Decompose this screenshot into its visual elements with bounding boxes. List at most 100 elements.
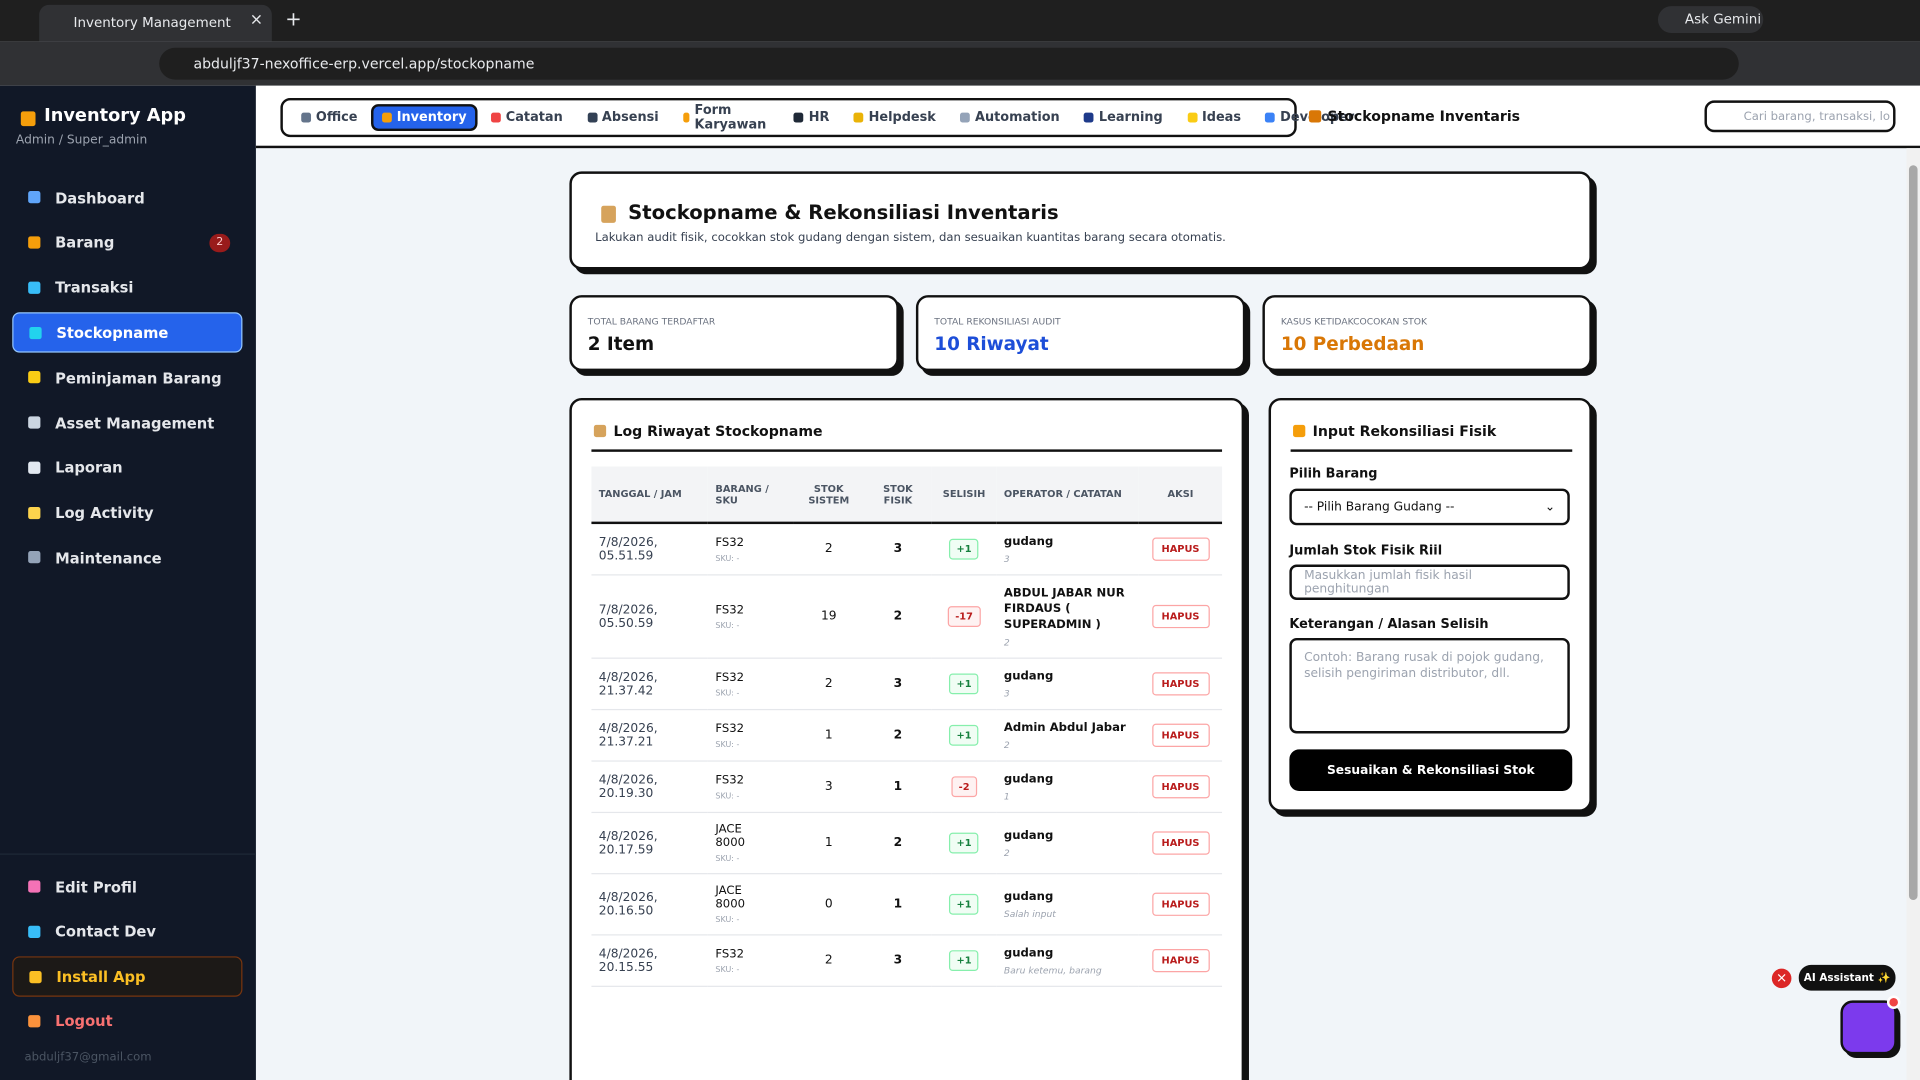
tab-label: Form Karyawan xyxy=(694,102,767,133)
nav-icon xyxy=(28,506,41,519)
scroll-thumb[interactable] xyxy=(1908,165,1918,901)
bottom-item[interactable]: Logout xyxy=(12,1001,242,1041)
module-tab[interactable]: HR xyxy=(783,104,840,131)
nav-item[interactable]: Transaksi xyxy=(12,268,242,308)
selisih: +1 xyxy=(949,950,979,972)
tanggal: 4/8/2026, 20.17.59 xyxy=(591,812,709,875)
nav-item[interactable]: Log Activity xyxy=(12,493,242,533)
operator: gudang xyxy=(1003,946,1054,961)
operator: gudang xyxy=(1003,828,1054,843)
module-tab[interactable]: Automation xyxy=(949,104,1070,131)
module-tab[interactable]: Ideas xyxy=(1176,104,1252,131)
barang-select[interactable]: -- Pilih Barang Gudang -- ⌄ xyxy=(1289,488,1570,526)
address-bar[interactable]: abduljf37-nexoffice-erp.vercel.app/stock… xyxy=(159,47,1739,80)
catatan: 2 xyxy=(1003,739,1010,751)
selisih: +1 xyxy=(949,724,979,746)
module-tab[interactable]: Catatan xyxy=(480,104,574,131)
module-tab[interactable]: Inventory xyxy=(371,104,478,132)
nav-icon xyxy=(28,416,41,429)
keterangan-input[interactable]: Contoh: Barang rusak di pojok gudang, se… xyxy=(1289,637,1570,734)
operator-cell: Admin Abdul Jabar 2 xyxy=(996,709,1139,762)
operator-cell: ABDUL JABAR NUR FIRDAUS ( SUPERADMIN ) 2 xyxy=(996,574,1139,659)
tanggal: 4/8/2026, 20.15.55 xyxy=(591,934,709,987)
gemini-button[interactable]: Ask Gemini xyxy=(1657,6,1764,34)
stok-sistem: 2 xyxy=(793,934,865,987)
module-tab[interactable]: Absensi xyxy=(576,104,669,131)
stok-fisik: 1 xyxy=(864,873,932,936)
module-tab[interactable]: Helpdesk xyxy=(843,104,947,131)
selisih: +1 xyxy=(949,538,979,560)
header-icon xyxy=(601,205,616,223)
barang: FS32 xyxy=(715,603,745,617)
hapus-button[interactable]: HAPUS xyxy=(1151,892,1210,916)
header-row: TANGGAL / JAM BARANG / SKU STOK SISTEM STOK… xyxy=(591,466,1223,525)
new-tab[interactable]: + xyxy=(285,7,302,31)
module-tab[interactable]: Form Karyawan xyxy=(672,97,780,139)
log-row: 7/8/2026, 05.50.59 FS32 SKU: -19 2 -17 ABDUL … xyxy=(591,574,1223,659)
barang: JACE 8000 xyxy=(715,884,746,912)
hapus-button[interactable]: HAPUS xyxy=(1151,723,1210,747)
nav-item[interactable]: Dashboard xyxy=(12,178,242,218)
selisih-cell: +1 xyxy=(931,934,997,987)
nav-item[interactable]: Laporan xyxy=(12,448,242,488)
sku: SKU: - xyxy=(715,790,740,801)
hapus-button[interactable]: HAPUS xyxy=(1151,537,1210,561)
form-rule xyxy=(1290,449,1573,452)
nav-item[interactable]: Barang 2 xyxy=(12,223,242,263)
assistant-close[interactable]: × xyxy=(1771,968,1792,989)
submit-button[interactable]: Sesuaikan & Rekonsiliasi Stok xyxy=(1289,749,1573,792)
operator: Admin Abdul Jabar xyxy=(1003,721,1126,735)
aksi-cell: HAPUS xyxy=(1138,522,1223,576)
nav-label: Asset Management xyxy=(55,414,215,432)
tab-strip: Inventory Management × + Ask Gemini xyxy=(0,0,1920,42)
jumlah-input[interactable]: Masukkan jumlah fisik hasil penghitungan xyxy=(1289,564,1570,601)
log-row: 4/8/2026, 20.17.59 JACE 8000 SKU: -1 2 +1 gud… xyxy=(591,812,1223,875)
barang: FS32 xyxy=(715,773,745,787)
log-row: 4/8/2026, 20.15.55 FS32 SKU: - 2 3 +1 gudang Ba… xyxy=(591,934,1223,987)
tanggal: 4/8/2026, 20.16.50 xyxy=(591,873,709,936)
tab-icon xyxy=(1187,112,1198,123)
module-tab[interactable]: Office xyxy=(290,104,368,131)
catatan: 2 xyxy=(1003,636,1010,648)
selisih-cell: -2 xyxy=(931,761,997,814)
nav-icon xyxy=(28,551,41,564)
log-row: 4/8/2026, 21.37.21 FS32 SKU: -1 2 +1 Admin Ab… xyxy=(591,709,1223,762)
form-icon xyxy=(1293,424,1306,438)
app-icon xyxy=(20,111,36,127)
selisih-cell: +1 xyxy=(931,522,997,576)
nav-item[interactable]: Stockopname xyxy=(12,312,243,354)
tab-label: Absensi xyxy=(601,110,659,125)
catatan: 3 xyxy=(1003,688,1010,700)
hapus-button[interactable]: HAPUS xyxy=(1151,831,1210,855)
column-header: TANGGAL / JAM xyxy=(591,466,709,525)
module-tab[interactable]: Learning xyxy=(1073,104,1174,131)
aksi-cell: HAPUS xyxy=(1138,812,1223,875)
nav-icon xyxy=(28,461,41,474)
tab-icon xyxy=(853,112,864,123)
nav-item[interactable]: Asset Management xyxy=(12,403,242,443)
assistant-button[interactable] xyxy=(1840,995,1901,1055)
bottom-item[interactable]: Edit Profil xyxy=(12,867,242,907)
browser-tab[interactable]: Inventory Management × xyxy=(39,4,272,42)
nav-item[interactable]: Peminjaman Barang xyxy=(12,358,242,398)
hapus-button[interactable]: HAPUS xyxy=(1151,672,1210,696)
barang-cell: FS32 SKU: - xyxy=(708,574,794,659)
bottom-item[interactable]: Install App xyxy=(12,956,243,997)
nav-item[interactable]: Maintenance xyxy=(12,538,242,578)
hapus-button[interactable]: HAPUS xyxy=(1151,775,1210,799)
assistant-label[interactable]: AI Assistant ✨ xyxy=(1798,964,1896,991)
bottom-item[interactable]: Contact Dev xyxy=(12,912,242,952)
select-text: -- Pilih Barang Gudang -- xyxy=(1304,500,1455,514)
hapus-button[interactable]: HAPUS xyxy=(1151,948,1210,973)
aksi-cell: HAPUS xyxy=(1138,761,1223,814)
selisih-cell: +1 xyxy=(931,812,997,875)
nav-icon xyxy=(29,327,42,340)
search[interactable]: Cari barang, transaksi, lo xyxy=(1704,100,1896,133)
top-nav: Office Inventory Catatan Absensi Form Karyaw… xyxy=(255,85,1920,149)
tab-close[interactable]: × xyxy=(249,11,264,30)
log-card: Log Riwayat Stockopname TANGGAL / JAM BAR… xyxy=(569,397,1245,1080)
catatan: Salah input xyxy=(1003,908,1056,920)
hapus-button[interactable]: HAPUS xyxy=(1151,604,1210,629)
tab-label: Automation xyxy=(975,110,1060,125)
